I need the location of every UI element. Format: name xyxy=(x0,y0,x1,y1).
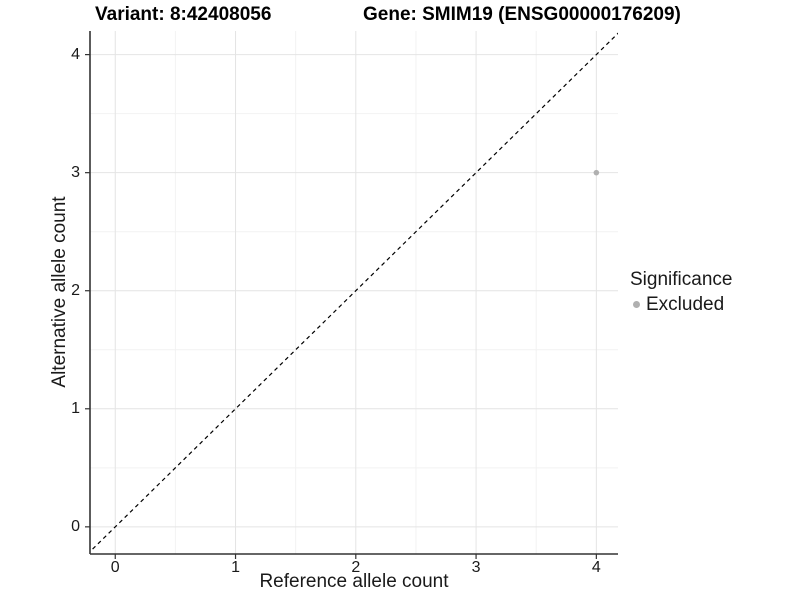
legend-entry-label: Excluded xyxy=(646,294,725,315)
x-axis-title: Reference allele count xyxy=(259,571,449,592)
y-tick-label: 3 xyxy=(71,163,80,181)
identity-line xyxy=(90,32,618,553)
x-tick-label: 3 xyxy=(471,559,481,576)
data-point xyxy=(593,169,600,176)
y-tick-label: 0 xyxy=(71,517,80,535)
x-tick-label: 2 xyxy=(351,559,361,576)
y-tick-label: 4 xyxy=(71,45,80,63)
variant-title: Variant: 8:42408056 xyxy=(95,4,272,25)
plot-panel xyxy=(85,31,618,559)
legend-entry-excluded: Excluded xyxy=(630,292,732,317)
x-tick-label: 0 xyxy=(110,559,120,576)
legend-point-icon xyxy=(633,301,640,308)
panel-background xyxy=(90,31,618,554)
y-tick-label: 1 xyxy=(71,399,80,417)
x-tick-label: 1 xyxy=(231,559,240,576)
x-tick-label: 4 xyxy=(591,559,601,576)
y-tick-label: 2 xyxy=(71,281,80,299)
gene-title: Gene: SMIM19 (ENSG00000176209) xyxy=(363,4,681,25)
legend-title: Significance xyxy=(630,269,733,290)
legend: Significance Excluded xyxy=(630,267,732,317)
